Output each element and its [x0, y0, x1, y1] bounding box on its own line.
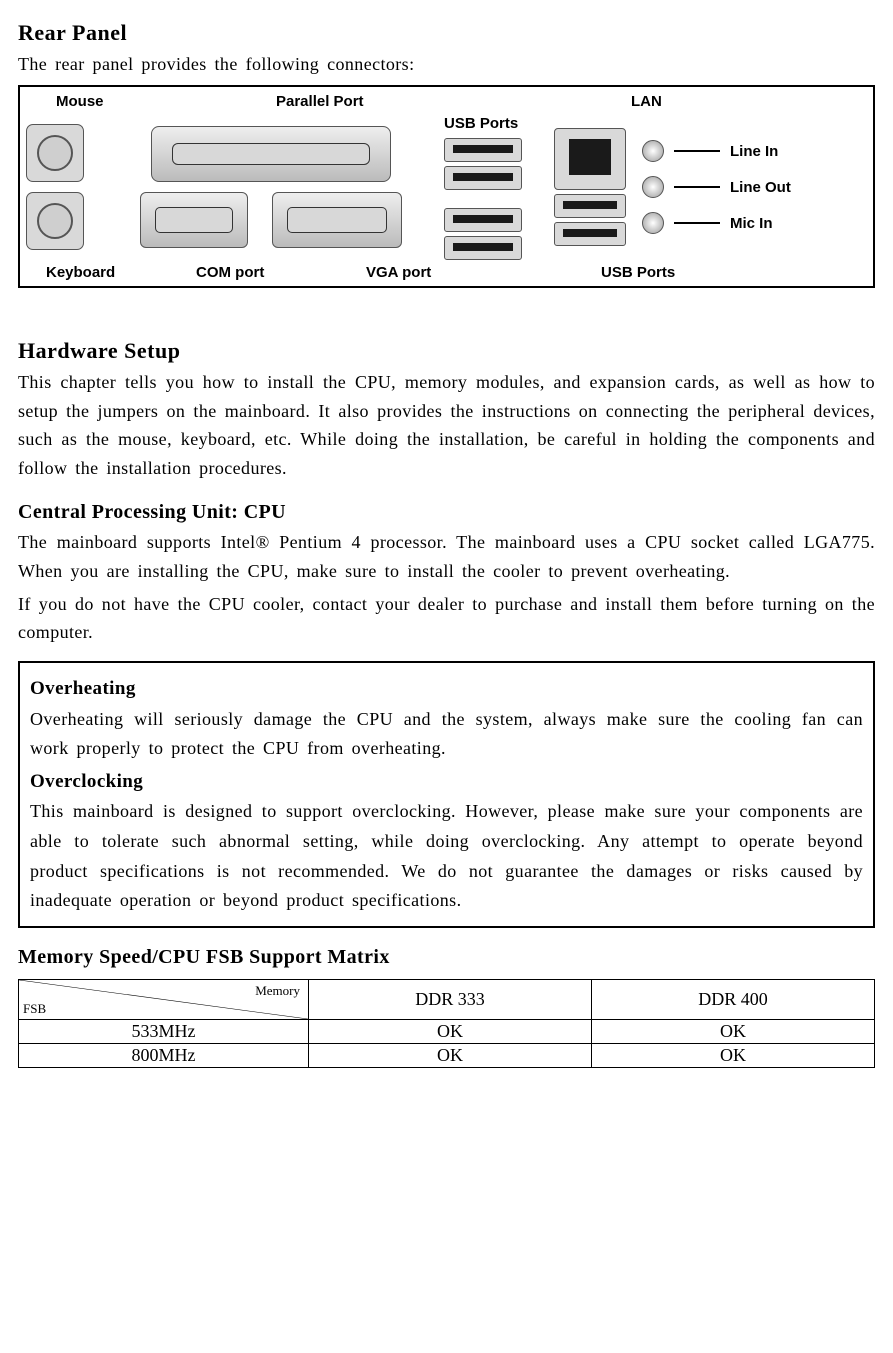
warning-box: Overheating Overheating will seriously d…: [18, 661, 875, 928]
label-usb-bottom: USB Ports: [601, 264, 675, 281]
support-matrix-table: Memory FSB DDR 333 DDR 400 533MHz OK OK …: [18, 979, 875, 1068]
table-row: Memory FSB DDR 333 DDR 400: [19, 979, 875, 1019]
usb-port-icon: [444, 166, 522, 190]
mouse-port-icon: [26, 124, 84, 182]
overheating-body: Overheating will seriously damage the CP…: [30, 705, 863, 764]
lan-port-icon: [554, 128, 626, 190]
rear-panel-intro: The rear panel provides the following co…: [18, 50, 875, 79]
usb-port-icon: [444, 236, 522, 260]
matrix-row-1-fsb: 800MHz: [19, 1043, 309, 1067]
matrix-diag-bot: FSB: [23, 1001, 46, 1017]
label-usb-top: USB Ports: [444, 115, 522, 132]
cpu-body-2: If you do not have the CPU cooler, conta…: [18, 590, 875, 648]
usb-port-icon: [444, 208, 522, 232]
rear-panel-diagram: Mouse Parallel Port LAN USB Ports: [18, 85, 875, 288]
line-in-jack-icon: [642, 140, 664, 162]
label-keyboard: Keyboard: [46, 264, 115, 281]
line-out-jack-icon: [642, 176, 664, 198]
keyboard-port-icon: [26, 192, 84, 250]
label-lan: LAN: [631, 93, 662, 110]
label-vga: VGA port: [366, 264, 431, 281]
matrix-cell: OK: [592, 1019, 875, 1043]
matrix-diag-top: Memory: [255, 983, 300, 999]
label-line-in: Line In: [730, 143, 802, 160]
overclocking-title: Overclocking: [30, 766, 863, 797]
usb-port-icon: [444, 138, 522, 162]
overheating-title: Overheating: [30, 673, 863, 704]
label-mic-in: Mic In: [730, 215, 802, 232]
parallel-port-icon: [151, 126, 391, 182]
matrix-heading: Memory Speed/CPU FSB Support Matrix: [18, 946, 875, 969]
table-row: 800MHz OK OK: [19, 1043, 875, 1067]
matrix-cell: OK: [309, 1019, 592, 1043]
usb-port-icon: [554, 194, 626, 218]
matrix-cell: OK: [592, 1043, 875, 1067]
overclocking-body: This mainboard is designed to support ov…: [30, 797, 863, 916]
matrix-diag-cell: Memory FSB: [19, 979, 309, 1019]
table-row: 533MHz OK OK: [19, 1019, 875, 1043]
matrix-col-1: DDR 400: [592, 979, 875, 1019]
matrix-row-0-fsb: 533MHz: [19, 1019, 309, 1043]
vga-port-icon: [272, 192, 402, 248]
label-com: COM port: [196, 264, 264, 281]
matrix-cell: OK: [309, 1043, 592, 1067]
mic-in-jack-icon: [642, 212, 664, 234]
cpu-heading: Central Processing Unit: CPU: [18, 501, 875, 524]
cpu-body-1: The mainboard supports Intel® Pentium 4 …: [18, 528, 875, 586]
usb-port-icon: [554, 222, 626, 246]
rear-panel-heading: Rear Panel: [18, 20, 875, 46]
label-mouse: Mouse: [56, 93, 104, 110]
hardware-setup-heading: Hardware Setup: [18, 338, 875, 364]
label-line-out: Line Out: [730, 179, 802, 196]
matrix-col-0: DDR 333: [309, 979, 592, 1019]
hardware-setup-body: This chapter tells you how to install th…: [18, 368, 875, 483]
com-port-icon: [140, 192, 248, 248]
label-parallel: Parallel Port: [276, 93, 364, 110]
